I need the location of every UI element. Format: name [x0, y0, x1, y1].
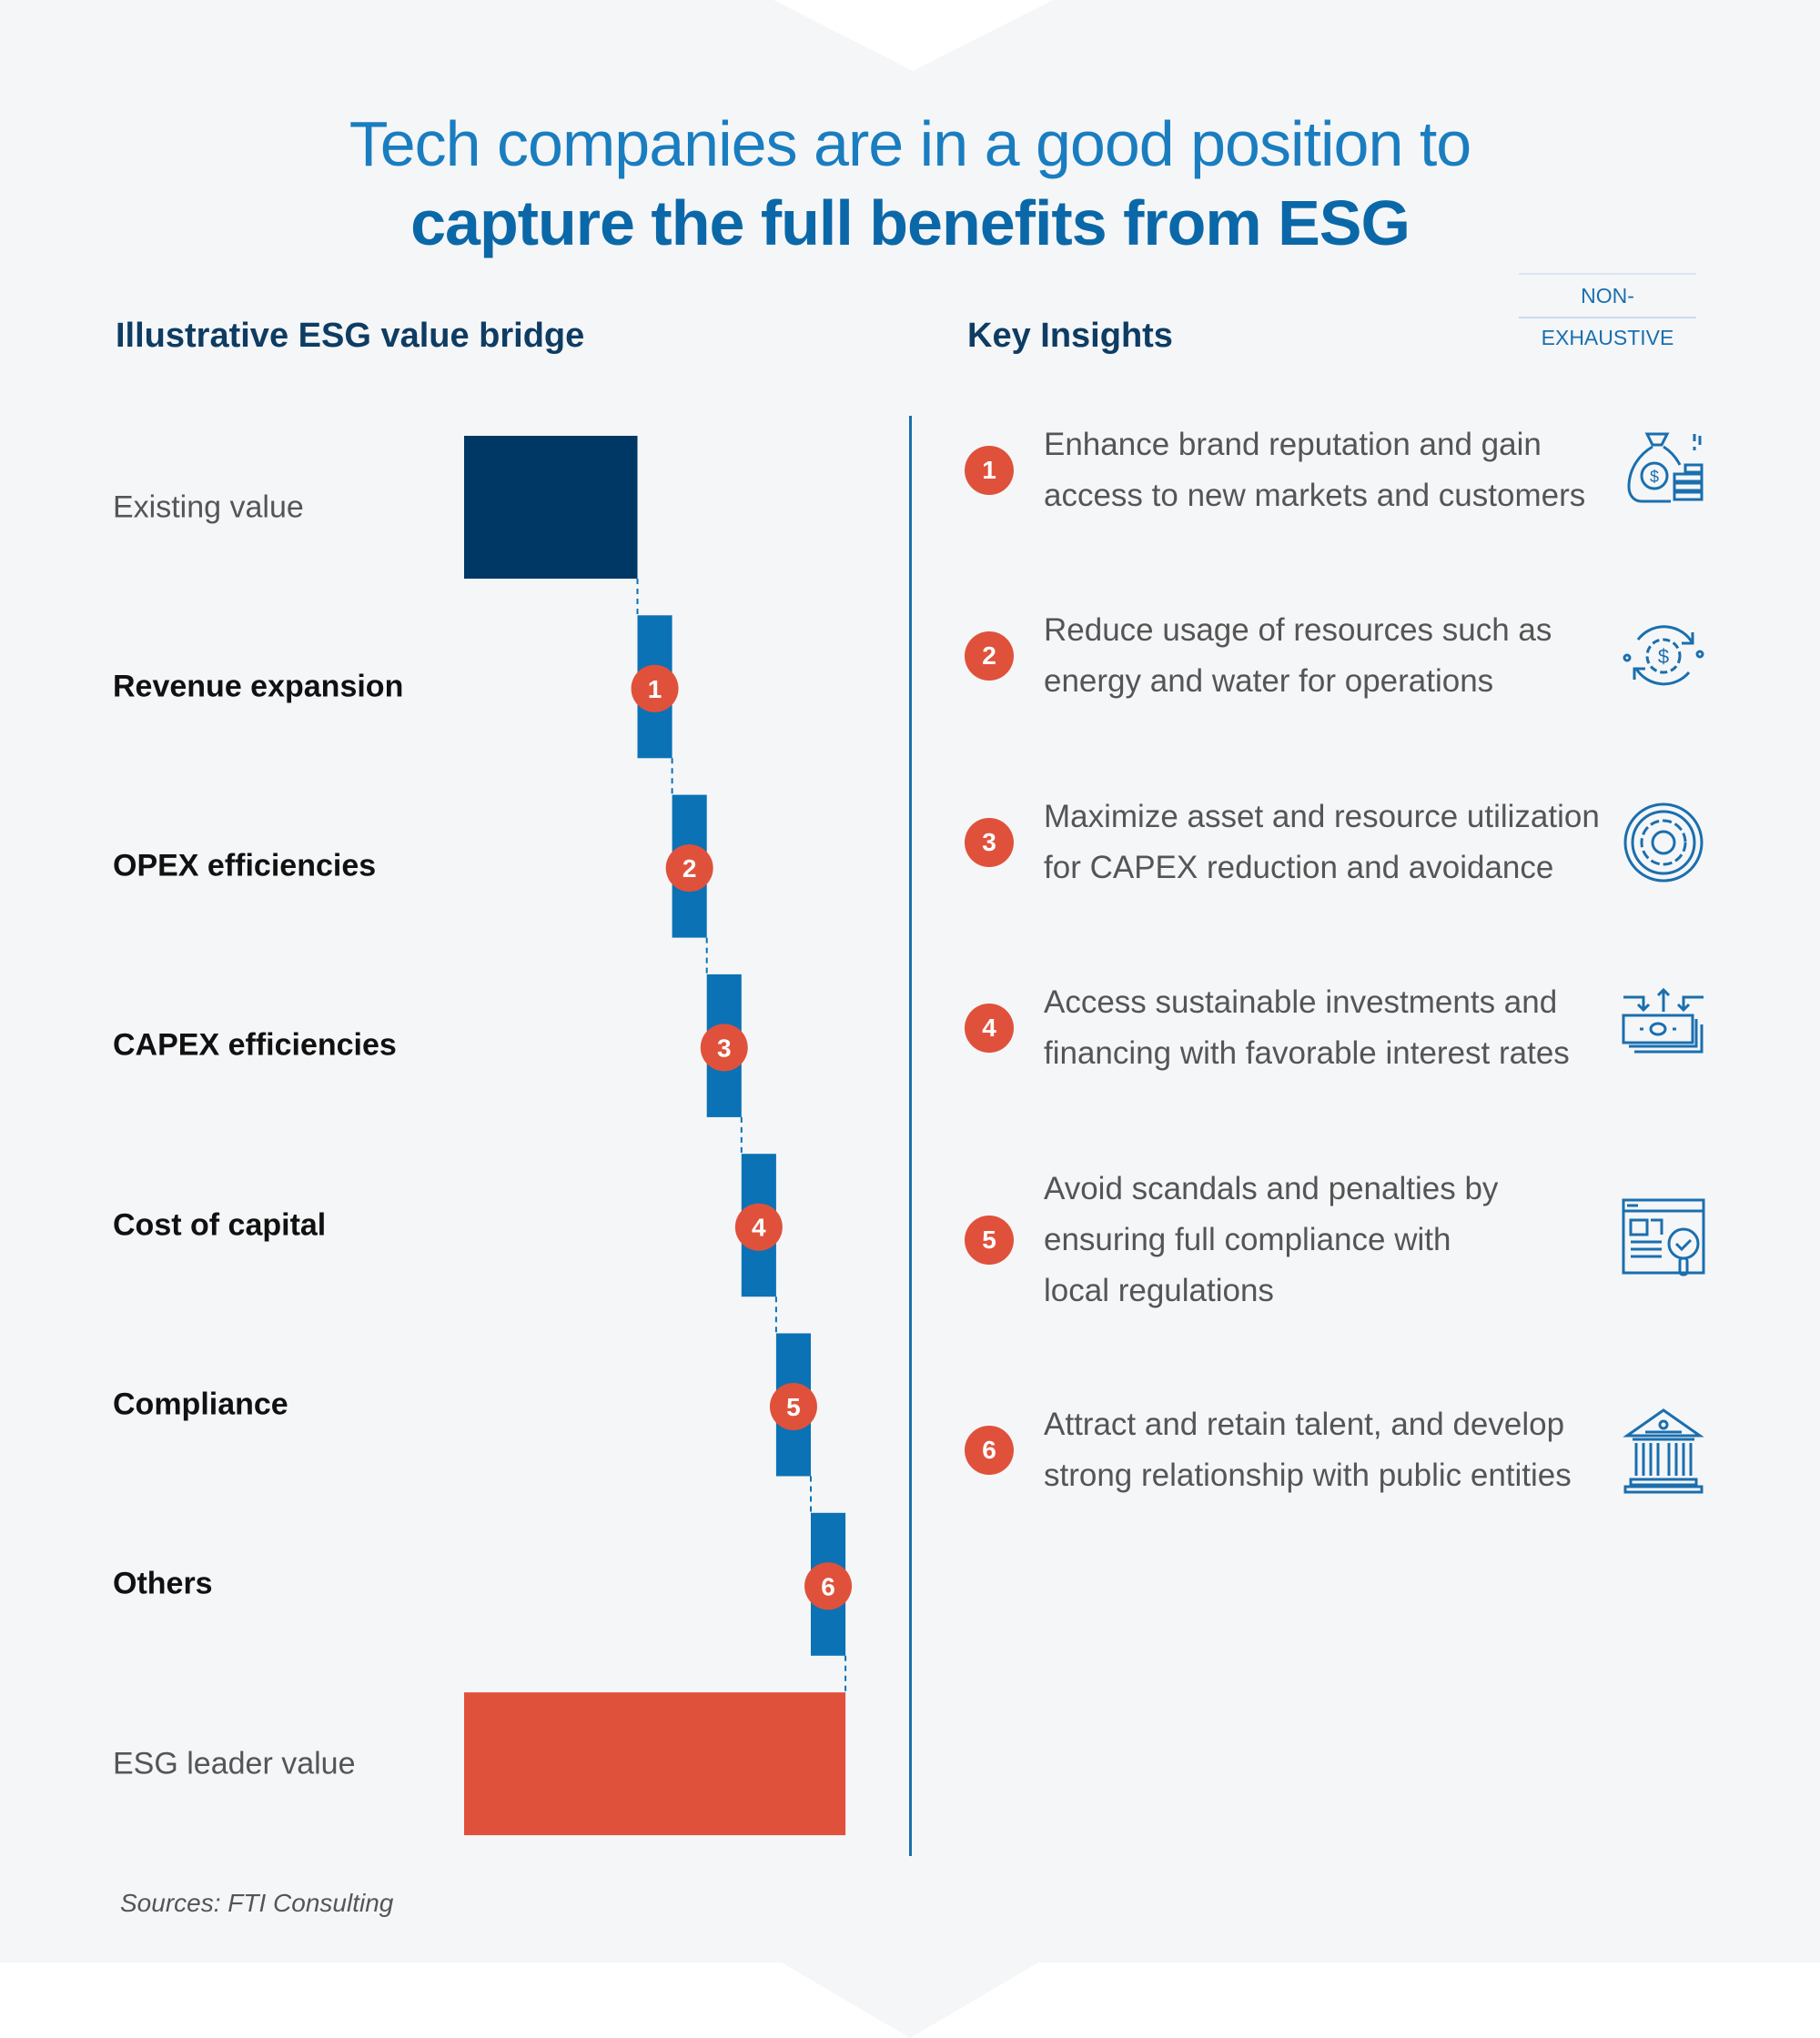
- insight-text: Avoid scandals and penalties by ensuring…: [1044, 1171, 1499, 1308]
- step-marker: [769, 1383, 817, 1430]
- step-marker-number: 5: [786, 1393, 801, 1421]
- insight-number: 4: [965, 1004, 1014, 1053]
- cash-stack-arrows-icon: [1620, 984, 1707, 1072]
- insight-number: 6: [965, 1426, 1014, 1475]
- category-label: Compliance: [113, 1387, 288, 1422]
- category-label: CAPEX efficiencies: [113, 1027, 397, 1063]
- step-marker-number: 4: [752, 1214, 766, 1242]
- value-bridge-chart: 1 2 3 4 5 6: [464, 436, 853, 1836]
- bar-esg-leader-value: [464, 1692, 846, 1836]
- government-building-icon: [1620, 1407, 1707, 1494]
- svg-text:$: $: [1658, 645, 1669, 668]
- insight-number: 1: [965, 446, 1014, 495]
- document-check-magnifier-icon: [1620, 1196, 1707, 1284]
- divider: [909, 416, 912, 1856]
- step-marker-number: 6: [821, 1572, 835, 1600]
- title-line-2: capture the full benefits from ESG: [410, 187, 1410, 258]
- non-exhaustive-badge: NON-EXHAUSTIVE: [1519, 273, 1696, 349]
- insight-number: 3: [965, 818, 1014, 867]
- chart-header: Illustrative ESG value bridge: [116, 317, 585, 355]
- insight-text: Attract and retain talent, and develop s…: [1044, 1407, 1572, 1493]
- step-marker: [734, 1203, 783, 1251]
- step-marker-number: 3: [717, 1034, 732, 1062]
- step-marker: [804, 1562, 853, 1610]
- category-label: Revenue expansion: [113, 669, 404, 704]
- category-label: Cost of capital: [113, 1207, 327, 1243]
- money-bag-coins-icon: $: [1620, 427, 1707, 514]
- gear-icon: [1620, 799, 1707, 886]
- bottom-notch: [780, 1962, 1040, 2038]
- step-marker-number: 1: [648, 675, 662, 703]
- svg-text:$: $: [1650, 468, 1659, 486]
- category-label: Others: [113, 1566, 213, 1601]
- gear-dollar-cycle-icon: $: [1620, 612, 1707, 700]
- insight-text: Access sustainable investments and finan…: [1044, 984, 1570, 1071]
- step-marker: [700, 1024, 748, 1072]
- title-line-1: Tech companies are in a good position to: [349, 108, 1471, 179]
- category-label: OPEX efficiencies: [113, 848, 377, 883]
- insights-header: Key Insights: [967, 317, 1173, 355]
- insight-text: Reduce usage of resources such as energy…: [1044, 612, 1552, 699]
- insight-text: Maximize asset and resource utilization …: [1044, 799, 1600, 885]
- bar-existing-value: [464, 436, 638, 579]
- step-marker: [665, 844, 713, 893]
- top-notch: [774, 0, 1053, 71]
- insight-text: Enhance brand reputation and gain access…: [1044, 427, 1586, 513]
- insight-number: 5: [965, 1216, 1014, 1265]
- category-label: Existing value: [113, 489, 304, 524]
- step-marker: [631, 664, 679, 712]
- sources-note: Sources: FTI Consulting: [120, 1889, 394, 1917]
- insight-number: 2: [965, 631, 1014, 681]
- category-label: ESG leader value: [113, 1746, 356, 1781]
- step-marker-number: 2: [682, 854, 697, 883]
